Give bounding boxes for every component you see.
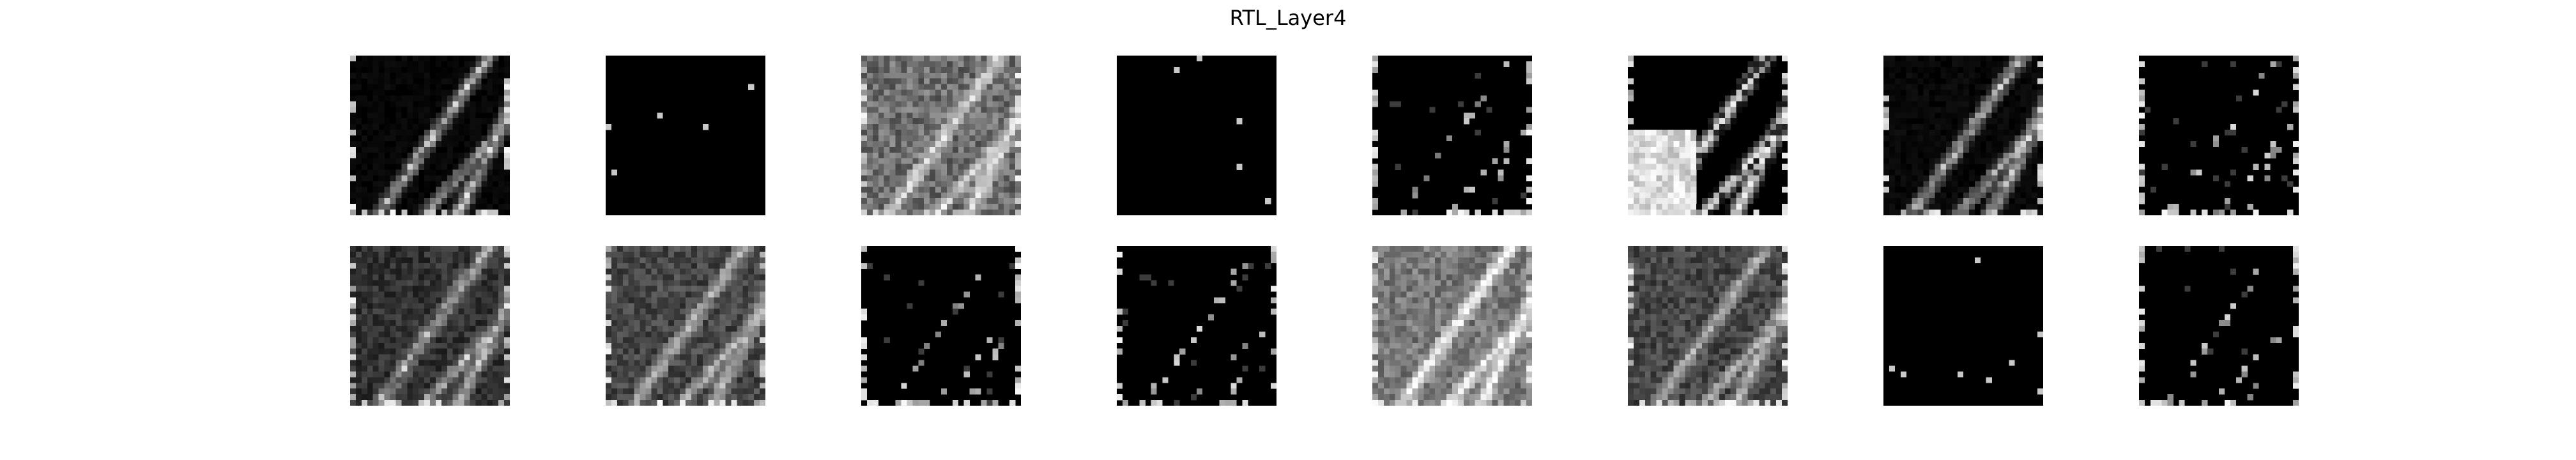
feature-map-image xyxy=(861,56,1021,215)
feature-map-image xyxy=(350,56,510,215)
feature-map-r0-c5 xyxy=(1628,56,1788,215)
feature-map-r0-c2 xyxy=(861,56,1021,215)
feature-map-image xyxy=(350,246,510,406)
feature-map-r0-c1 xyxy=(606,56,765,215)
feature-map-image xyxy=(1117,246,1276,406)
feature-map-r0-c6 xyxy=(1883,56,2043,215)
feature-map-r1-c2 xyxy=(861,246,1021,406)
feature-map-r0-c7 xyxy=(2139,56,2299,215)
feature-map-r0-c4 xyxy=(1372,56,1532,215)
feature-map-r0-c0 xyxy=(350,56,510,215)
feature-map-image xyxy=(1372,246,1532,406)
feature-map-r1-c5 xyxy=(1628,246,1788,406)
feature-map-image xyxy=(1889,257,2043,395)
feature-map-r1-c6 xyxy=(1883,246,2043,406)
feature-map-image xyxy=(606,246,765,406)
feature-map-image xyxy=(1628,246,1788,406)
feature-map-image xyxy=(861,246,1021,406)
feature-map-r1-c1 xyxy=(606,246,765,406)
feature-map-image xyxy=(1372,56,1532,215)
feature-map-r1-c7 xyxy=(2139,246,2299,406)
feature-map-image xyxy=(1174,56,1271,204)
feature-map-image xyxy=(1628,56,1788,215)
feature-map-r1-c4 xyxy=(1372,246,1532,406)
feature-map-r1-c0 xyxy=(350,246,510,406)
feature-map-r0-c3 xyxy=(1117,56,1276,215)
figure-title: RTL_Layer4 xyxy=(1229,6,1347,30)
feature-map-image xyxy=(2139,56,2299,215)
feature-map-r1-c3 xyxy=(1117,246,1276,406)
feature-map-image xyxy=(606,84,755,176)
feature-map-image xyxy=(1883,56,2043,215)
feature-map-image xyxy=(2139,246,2299,406)
